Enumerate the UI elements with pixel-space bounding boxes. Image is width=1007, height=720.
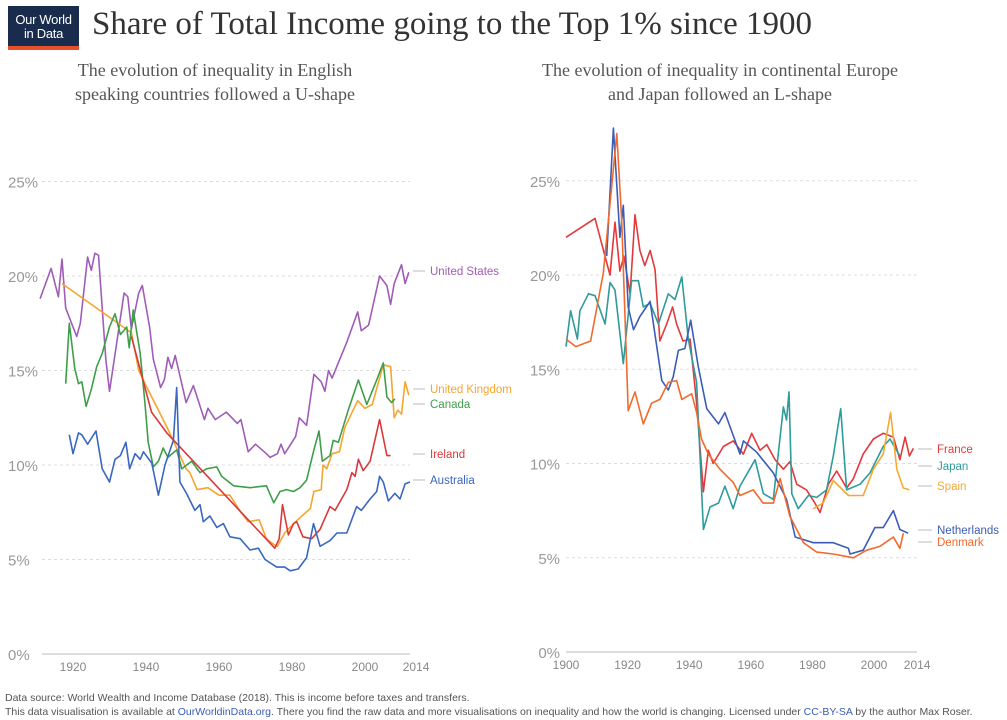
y-tick-label: 10% xyxy=(530,457,560,474)
footer-text-a: This data visualisation is available at xyxy=(5,706,178,718)
license-link[interactable]: CC-BY-SA xyxy=(803,706,853,718)
series-label: Denmark xyxy=(937,537,984,549)
footer-text-b: . There you find the raw data and more v… xyxy=(270,706,804,718)
right-subtitle-line1: The evolution of inequality in continent… xyxy=(542,60,898,80)
y-tick-label: 5% xyxy=(8,553,30,570)
series-line-denmark xyxy=(565,132,905,559)
owid-link[interactable]: OurWorldinData.org xyxy=(177,706,271,718)
left-chart: 0% 5% 10% 15% 20% 25% 1920 1940 1960 1980 2000 2014… xyxy=(8,175,512,675)
series-label: United States xyxy=(430,266,499,278)
series-line-australia xyxy=(68,386,411,572)
series-line-ireland xyxy=(130,336,391,549)
left-subtitle: The evolution of inequality in English s… xyxy=(40,58,390,106)
series-line-france xyxy=(565,213,915,514)
logo-line2: in Data xyxy=(23,26,64,41)
series-label: Japan xyxy=(937,461,968,473)
series-label: United Kingdom xyxy=(430,384,512,396)
series-line-japan xyxy=(565,276,901,531)
footer-text-c: by the author Max Roser. xyxy=(852,706,973,718)
x-tick-label: 2000 xyxy=(352,660,379,674)
series-label: Spain xyxy=(937,481,966,493)
x-tick-label: 1960 xyxy=(737,658,764,672)
x-tick-label: 1920 xyxy=(614,658,641,672)
y-tick-label: 20% xyxy=(8,269,38,286)
x-tick-label: 1960 xyxy=(206,660,233,674)
x-tick-label: 1920 xyxy=(60,660,87,674)
y-tick-label: 0% xyxy=(8,647,30,664)
x-tick-label: 1900 xyxy=(553,658,580,672)
right-subtitle: The evolution of inequality in continent… xyxy=(520,58,920,106)
y-tick-label: 10% xyxy=(8,458,38,475)
series-label: Ireland xyxy=(430,449,465,461)
x-tick-label: 2014 xyxy=(403,660,430,674)
chart-title: Share of Total Income going to the Top 1… xyxy=(92,6,813,42)
left-subtitle-line2: speaking countries followed a U-shape xyxy=(75,84,355,104)
footer-license: This data visualisation is available at … xyxy=(5,706,973,718)
y-tick-label: 0% xyxy=(538,645,560,662)
x-tick-label: 1940 xyxy=(676,658,703,672)
series-label: Netherlands xyxy=(937,525,999,537)
logo-line1: Our World xyxy=(15,12,72,27)
series-line-canada xyxy=(64,309,396,504)
series-label: France xyxy=(937,444,973,456)
right-subtitle-line2: and Japan followed an L-shape xyxy=(608,84,832,104)
series-label: Canada xyxy=(430,399,471,411)
left-subtitle-line1: The evolution of inequality in English xyxy=(77,60,353,80)
series-line-united-states xyxy=(39,252,410,459)
footer-source: Data source: World Wealth and Income Dat… xyxy=(5,692,470,704)
series-label: Australia xyxy=(430,475,475,487)
y-tick-label: 25% xyxy=(530,174,560,191)
y-tick-label: 15% xyxy=(8,364,38,381)
right-chart: 0% 5% 10% 15% 20% 25% 1900 1920 1940 1960 1980 2000… xyxy=(530,127,999,672)
owid-logo: Our World in Data xyxy=(8,6,79,50)
y-tick-label: 5% xyxy=(538,551,560,568)
y-tick-label: 20% xyxy=(530,268,560,285)
series-line-netherlands xyxy=(605,127,909,555)
x-tick-label: 1940 xyxy=(133,660,160,674)
x-tick-label: 2014 xyxy=(904,658,931,672)
y-tick-label: 25% xyxy=(8,175,38,192)
x-tick-label: 1980 xyxy=(799,658,826,672)
y-tick-label: 15% xyxy=(530,362,560,379)
charts-svg: 0% 5% 10% 15% 20% 25% 1920 1940 1960 1980 2000 2014… xyxy=(8,127,999,675)
x-tick-label: 2000 xyxy=(861,658,888,672)
series-line-spain xyxy=(812,411,910,510)
x-tick-label: 1980 xyxy=(279,660,306,674)
